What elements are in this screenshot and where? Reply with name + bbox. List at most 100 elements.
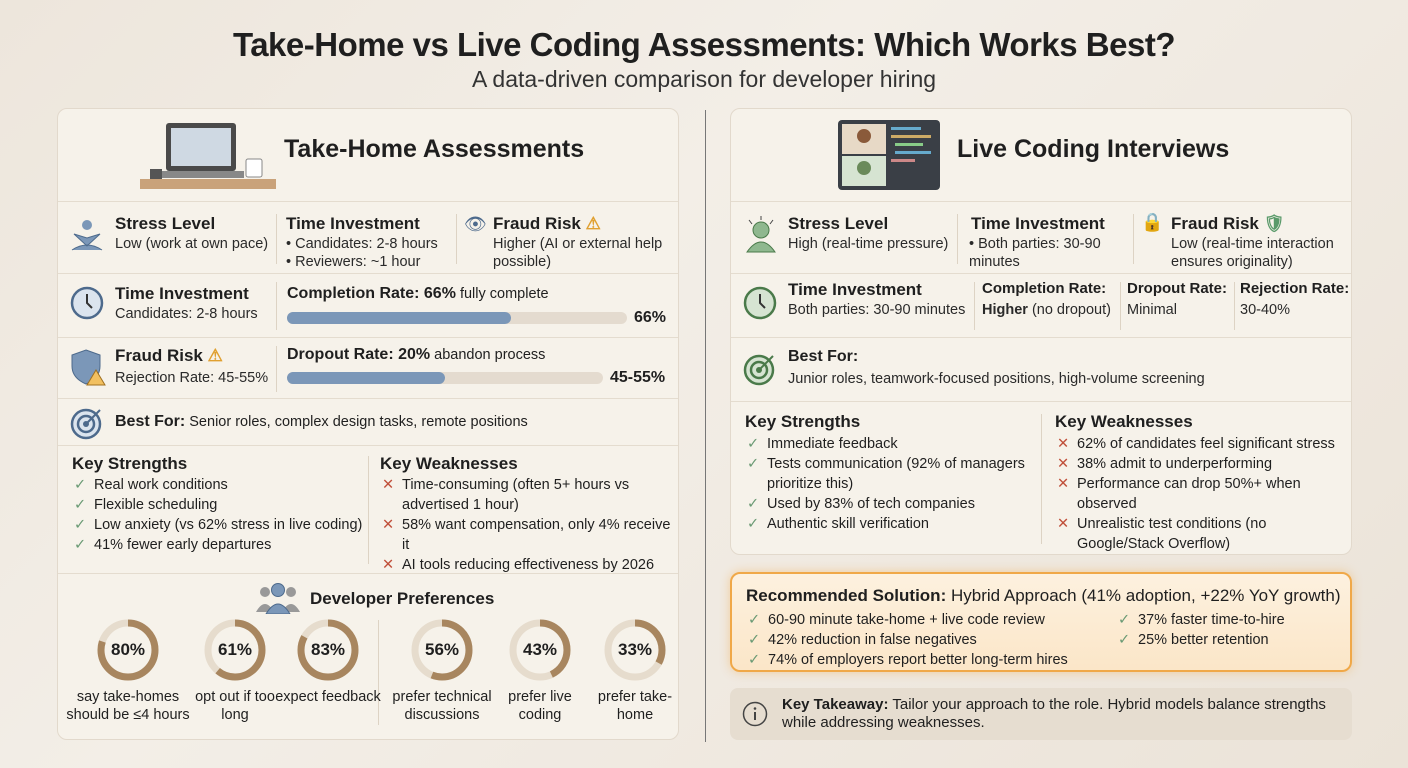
list-item: ✓ Authentic skill verification [747, 516, 929, 532]
take-home-heading: Take-Home Assessments [284, 135, 585, 163]
dropout-row: Fraud Risk ⚠ Rejection Rate: 45-55% Drop… [58, 337, 678, 398]
x-icon: ✕ [1057, 516, 1070, 532]
x-icon: ✕ [1057, 456, 1070, 472]
check-icon: ✓ [74, 517, 87, 533]
stressed-person-icon [746, 216, 776, 253]
laptop-desk-icon [140, 123, 276, 189]
list-item: ✕ AI tools reducing effectiveness by 2026 [382, 557, 655, 573]
list-item: ✕ 58% want compensation, only 4% receive … [382, 517, 671, 553]
strengths-title: Key Strengths [72, 454, 188, 473]
ring-caption: expect feedback [275, 689, 381, 705]
x-icon: ✕ [382, 557, 395, 573]
time-title: Time Investment [971, 214, 1105, 233]
strengths-list: ✓ Real work conditions ✓ Flexible schedulin… [72, 475, 364, 555]
preferences-title: Developer Preferences [310, 589, 495, 608]
developer-preferences: Developer Preferences 80% say take-homes … [58, 573, 678, 739]
dropout-text: Minimal [1127, 302, 1177, 318]
time-bullets: • Both parties: 30-90 minutes [969, 236, 1101, 270]
list-item: ✓ Real work conditions [74, 477, 228, 493]
video-call-icon [838, 120, 940, 190]
completion-row: Time Investment Candidates: 2-8 hours Co… [58, 273, 678, 337]
ring-caption: opt out if too long [195, 689, 275, 723]
x-icon: ✕ [1057, 476, 1070, 492]
list-item: ✕ Performance can drop 50%+ when observed [1057, 476, 1301, 512]
check-icon: ✓ [748, 652, 761, 668]
fraud-text: Low (real-time interaction ensures origi… [1171, 236, 1334, 270]
target-icon [70, 408, 102, 440]
center-divider [705, 110, 706, 742]
time2-text: Both parties: 30-90 minutes [788, 302, 966, 318]
weaknesses-list: ✕ Time-consuming (often 5+ hours vs adver… [380, 475, 675, 575]
live-coding-heading: Live Coding Interviews [957, 135, 1230, 163]
check-icon: ✓ [74, 497, 87, 513]
x-icon: ✕ [1057, 436, 1070, 452]
preference-ring: 80% [96, 618, 160, 682]
rates-row: Time Investment Both parties: 30-90 minu… [731, 273, 1351, 337]
warning-icon: ⚠ [207, 346, 223, 365]
preference-ring: 56% [410, 618, 474, 682]
list-item: ✓ Used by 83% of tech companies [747, 496, 975, 512]
ring-value: 80% [110, 640, 146, 659]
check-icon: ✓ [747, 436, 760, 452]
weaknesses-list: ✕ 62% of candidates feel significant stre… [1055, 434, 1350, 554]
ring-caption: say take-homes should be ≤4 hours [66, 689, 190, 723]
best-for-text: Junior roles, teamwork-focused positions… [788, 371, 1205, 387]
target-icon [743, 354, 775, 386]
check-icon: ✓ [748, 632, 761, 648]
check-icon: ✓ [747, 456, 760, 472]
rejection-title: Rejection Rate: [1240, 280, 1350, 297]
strengths-title: Key Strengths [745, 412, 861, 431]
check-icon: ✓ [74, 537, 87, 553]
recommended-solution: Recommended Solution: Hybrid Approach (4… [730, 572, 1352, 672]
time2-title: Time Investment [788, 280, 922, 299]
time2-title: Time Investment [115, 284, 249, 303]
list-item: ✕ Unrealistic test conditions (no Google/… [1057, 516, 1267, 552]
list-item: ✓ 42% reduction in false negatives [748, 632, 977, 648]
recommended-heading: Recommended Solution: Hybrid Approach (4… [746, 586, 1341, 605]
fraud-title: Fraud Risk 🛡 [1171, 214, 1286, 233]
list-item: ✓ 60-90 minute take-home + live code revi… [748, 612, 1045, 628]
recommended-list-1: ✓ 60-90 minute take-home + live code revi… [746, 610, 1106, 670]
best-for-row: Best For: Junior roles, teamwork-focused… [731, 337, 1351, 401]
x-icon: ✕ [382, 477, 395, 493]
ring-caption: prefer technical discussions [392, 689, 492, 723]
completion-value: 66% [634, 309, 667, 326]
ring-caption: prefer take-home [597, 689, 673, 723]
key-takeaway: Key Takeaway: Tailor your approach to th… [730, 688, 1352, 740]
stress-text: High (real-time pressure) [788, 236, 949, 252]
ring-value: 43% [522, 640, 558, 659]
dropout-label: Dropout Rate: 20% abandon process [287, 346, 546, 363]
warning-icon: ⚠ [585, 214, 601, 233]
check-icon: ✓ [1118, 632, 1131, 648]
recommended-list-2: ✓ 37% faster time-to-hire ✓ 25% better rete… [1116, 610, 1342, 650]
list-item: ✓ Flexible scheduling [74, 497, 218, 513]
dropout-title: Dropout Rate: [1127, 280, 1227, 297]
best-for-text: Best For: Senior roles, complex design t… [115, 413, 528, 430]
rejection-text: 30-40% [1240, 302, 1290, 318]
fraud-title: Fraud Risk ⚠ [493, 214, 601, 233]
list-item: ✓ Low anxiety (vs 62% stress in live codi… [74, 517, 363, 533]
clock-icon [743, 286, 777, 320]
completion-text: Higher (no dropout) [982, 302, 1111, 318]
check-icon: ✓ [747, 516, 760, 532]
list-item: ✓ 41% fewer early departures [74, 537, 272, 553]
strengths-weaknesses: Key Strengths ✓ Immediate feedback ✓ Tests … [731, 401, 1351, 554]
list-item: ✓ Tests communication (92% of managers pr… [747, 456, 1025, 492]
list-item: ✕ 62% of candidates feel significant stre… [1057, 436, 1335, 452]
stress-title: Stress Level [788, 214, 889, 233]
people-icon [256, 583, 300, 614]
time-title: Time Investment [286, 214, 420, 233]
dropout-bar [287, 372, 603, 384]
best-for-label: Best For: [788, 348, 859, 365]
eye-icon: 👁 [464, 214, 487, 234]
info-icon [742, 701, 768, 727]
list-item: ✓ 74% of employers report better long-ter… [748, 652, 1068, 668]
preference-ring: 83% [296, 618, 360, 682]
check-icon: ✓ [74, 477, 87, 493]
list-item: ✓ 37% faster time-to-hire [1118, 612, 1285, 628]
live-coding-card: Live Coding Interviews Stress Level High… [730, 108, 1352, 555]
ring-value: 56% [424, 640, 460, 659]
page-subtitle: A data-driven comparison for developer h… [471, 66, 937, 92]
stress-title: Stress Level [115, 214, 216, 233]
clock-icon [70, 286, 104, 320]
